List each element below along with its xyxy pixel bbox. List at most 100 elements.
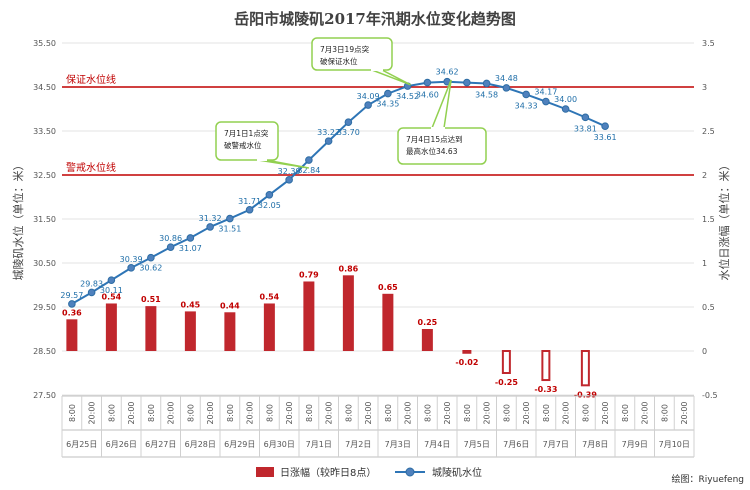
water-level-label: 33.70 bbox=[337, 128, 360, 137]
water-level-point bbox=[166, 243, 175, 251]
callout-text: 7月3日19点突 bbox=[320, 44, 370, 54]
time-label: 20:00 bbox=[562, 401, 571, 424]
callout-text: 7月4日15点达到 bbox=[406, 134, 463, 144]
time-label: 20:00 bbox=[325, 401, 334, 424]
bar bbox=[462, 350, 472, 354]
legend-bar-label: 日涨幅（较昨日8点） bbox=[280, 466, 376, 479]
bar-value-label: 0.79 bbox=[299, 270, 319, 279]
water-level-label: 32.05 bbox=[258, 201, 281, 210]
time-label: 20:00 bbox=[680, 401, 689, 424]
bar-value-label: 0.51 bbox=[141, 295, 161, 304]
time-label: 8:00 bbox=[226, 404, 235, 422]
water-level-point bbox=[285, 176, 293, 184]
callout-pointer bbox=[371, 69, 411, 86]
bar bbox=[105, 303, 117, 351]
water-level-label: 30.86 bbox=[159, 234, 182, 243]
time-label: 20:00 bbox=[88, 401, 97, 424]
time-label: 20:00 bbox=[364, 401, 373, 424]
water-level-point bbox=[305, 156, 313, 164]
left-tick-label: 34.50 bbox=[33, 83, 56, 92]
right-tick-label: -0.5 bbox=[702, 391, 718, 400]
right-tick-label: 2 bbox=[702, 171, 707, 180]
bar-value-label: 0.44 bbox=[220, 301, 240, 310]
water-level-point bbox=[581, 113, 590, 122]
bar bbox=[184, 311, 196, 351]
bar-value-label: -0.33 bbox=[534, 385, 557, 394]
date-label: 7月5日 bbox=[464, 440, 490, 449]
water-level-label: 33.27 bbox=[317, 128, 340, 137]
right-tick-label: 0.5 bbox=[702, 303, 715, 312]
bar-value-label: 0.54 bbox=[260, 292, 280, 301]
date-label: 7月8日 bbox=[582, 440, 608, 449]
water-level-label: 34.58 bbox=[475, 90, 498, 99]
bar-value-label: 0.65 bbox=[378, 283, 398, 292]
water-level-label: 32.39 bbox=[278, 167, 301, 176]
callout-text: 7月1日1点突 bbox=[224, 128, 269, 138]
bar bbox=[541, 350, 551, 382]
left-tick-label: 35.50 bbox=[33, 39, 56, 48]
legend: 日涨幅（较昨日8点） 城陵矶水位 bbox=[256, 466, 482, 479]
water-level-label: 31.07 bbox=[179, 244, 202, 253]
bar-series: 0.36 0.54 0.51 0.45 0.44 0.54 0.79 0.86 0.65 0.25… bbox=[62, 264, 597, 399]
water-level-label: 34.00 bbox=[554, 95, 577, 104]
bar-value-label: 0.54 bbox=[102, 292, 122, 301]
water-level-point bbox=[265, 191, 274, 199]
bar bbox=[382, 293, 394, 351]
left-tick-label: 30.50 bbox=[33, 259, 56, 268]
time-label: 20:00 bbox=[285, 401, 294, 424]
water-level-label: 30.11 bbox=[100, 286, 123, 295]
bar-value-label: 0.86 bbox=[339, 264, 359, 273]
water-level-label: 34.33 bbox=[515, 101, 538, 110]
left-tick-label: 31.50 bbox=[33, 215, 56, 224]
water-level-label: 34.48 bbox=[495, 74, 518, 83]
time-label: 8:00 bbox=[107, 404, 116, 422]
water-level-point bbox=[127, 264, 135, 272]
water-level-label: 30.62 bbox=[139, 264, 162, 273]
time-label: 8:00 bbox=[463, 404, 472, 422]
callout-text: 破警戒水位 bbox=[224, 140, 262, 150]
callout-text: 破保证水位 bbox=[320, 56, 358, 66]
water-level-point bbox=[522, 90, 530, 99]
x-axis: 8:00 20:00 8:00 20:00 8:00 20:00 8:00 20:00 8:00… bbox=[61, 395, 695, 458]
legend-line-label: 城陵矶水位 bbox=[432, 466, 482, 479]
bar bbox=[263, 303, 275, 351]
water-level-line bbox=[71, 80, 606, 305]
date-label: 6月30日 bbox=[264, 440, 295, 449]
bar bbox=[501, 350, 511, 374]
time-label: 8:00 bbox=[660, 404, 669, 422]
date-label: 7月3日 bbox=[385, 440, 411, 449]
water-level-point bbox=[601, 122, 609, 130]
right-tick-label: 0 bbox=[702, 347, 707, 356]
water-level-point bbox=[344, 118, 353, 126]
water-level-label: 30.39 bbox=[120, 255, 143, 264]
bar bbox=[421, 329, 433, 351]
time-label: 20:00 bbox=[404, 401, 413, 424]
water-level-point bbox=[245, 205, 254, 214]
date-label: 7月2日 bbox=[345, 440, 371, 449]
time-label: 8:00 bbox=[384, 404, 393, 422]
bar bbox=[66, 319, 78, 351]
left-axis-ticks: 27.50 28.50 29.50 30.50 31.50 32.50 33.50 34.50… bbox=[33, 39, 56, 400]
water-level-point bbox=[423, 78, 432, 87]
callout-joint bbox=[257, 158, 267, 161]
water-level-point bbox=[384, 89, 392, 98]
date-label: 7月7日 bbox=[543, 440, 569, 449]
time-label: 8:00 bbox=[542, 404, 551, 422]
time-label: 20:00 bbox=[483, 401, 492, 424]
water-level-point bbox=[542, 97, 550, 106]
time-label: 20:00 bbox=[246, 401, 255, 424]
bar-value-label: -0.02 bbox=[455, 358, 478, 367]
water-level-point bbox=[463, 78, 471, 87]
bar bbox=[224, 312, 236, 351]
date-label: 6月29日 bbox=[224, 440, 255, 449]
water-level-label: 31.71 bbox=[238, 197, 261, 206]
water-level-point bbox=[68, 300, 76, 308]
time-label: 8:00 bbox=[423, 404, 432, 422]
time-label: 8:00 bbox=[502, 404, 511, 422]
legend-line-marker bbox=[405, 467, 415, 477]
bar bbox=[145, 306, 157, 351]
water-level-label: 33.81 bbox=[574, 124, 597, 133]
